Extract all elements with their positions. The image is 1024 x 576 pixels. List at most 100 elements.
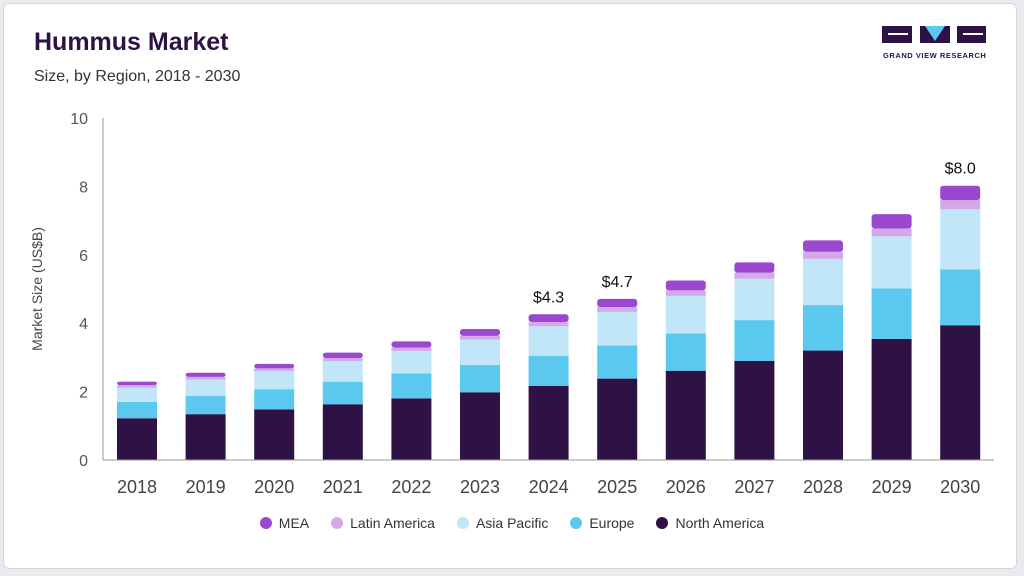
y-tick-label: 2 bbox=[79, 385, 88, 402]
x-tick-label: 2029 bbox=[872, 477, 912, 497]
bar-north-america-2027 bbox=[734, 360, 775, 460]
bar-latin-america-2024 bbox=[528, 322, 569, 327]
bar-mea-2027 bbox=[734, 262, 775, 273]
bar-europe-2027 bbox=[734, 320, 775, 361]
bar-mea-2028 bbox=[803, 240, 843, 252]
legend-swatch bbox=[656, 517, 669, 529]
bar-latin-america-2026 bbox=[665, 290, 706, 296]
logo-text: GRAND VIEW RESEARCH bbox=[883, 51, 987, 60]
bar-latin-america-2019 bbox=[185, 376, 226, 380]
legend-item-mea[interactable]: MEA bbox=[259, 515, 310, 531]
bar-latin-america-2030 bbox=[940, 200, 981, 210]
grand-view-research-logo bbox=[882, 26, 986, 43]
bar-asia-pacific-2020 bbox=[254, 371, 295, 390]
bar-north-america-2022 bbox=[391, 398, 432, 460]
bar-mea-2022 bbox=[391, 341, 432, 348]
legend-label: Latin America bbox=[350, 515, 435, 531]
x-tick-label: 2030 bbox=[940, 477, 980, 497]
legend-item-north-america[interactable]: North America bbox=[656, 515, 764, 531]
bar-latin-america-2020 bbox=[254, 368, 295, 372]
legend-swatch bbox=[331, 517, 344, 529]
annotations: $4.3 $4.7 $8.0 bbox=[533, 161, 976, 307]
bar-mea-2024 bbox=[528, 314, 569, 323]
bar-north-america-2024 bbox=[528, 385, 569, 460]
legend-item-latin-america[interactable]: Latin America bbox=[331, 515, 435, 531]
bar-mea-2019 bbox=[185, 372, 226, 377]
x-tick-label: 2023 bbox=[460, 477, 500, 497]
bar-stack-2022 bbox=[391, 341, 432, 460]
bar-mea-2018 bbox=[117, 381, 157, 386]
bar-stack-2018 bbox=[117, 381, 157, 460]
total-label-2024: $4.3 bbox=[533, 289, 564, 306]
bar-asia-pacific-2029 bbox=[871, 236, 912, 289]
bar-latin-america-2022 bbox=[391, 347, 432, 351]
y-tick-label: 0 bbox=[79, 453, 88, 470]
legend-item-europe[interactable]: Europe bbox=[570, 515, 634, 531]
bar-mea-2030 bbox=[940, 185, 981, 201]
y-tick-label: 8 bbox=[79, 179, 88, 196]
bar-europe-2022 bbox=[391, 373, 432, 399]
bar-north-america-2023 bbox=[460, 392, 500, 460]
bar-latin-america-2027 bbox=[734, 272, 775, 279]
x-tick-label: 2026 bbox=[666, 477, 706, 497]
bar-europe-2020 bbox=[254, 389, 295, 410]
bar-stack-2028 bbox=[803, 240, 843, 460]
bar-mea-2029 bbox=[871, 214, 912, 229]
bar-mea-2026 bbox=[665, 280, 706, 291]
y-axis: 0 2 4 6 8 10 bbox=[70, 111, 104, 470]
bar-europe-2026 bbox=[665, 333, 706, 371]
bar-asia-pacific-2024 bbox=[528, 326, 569, 356]
bar-stack-2024 bbox=[528, 314, 569, 460]
x-tick-label: 2021 bbox=[323, 477, 363, 497]
bar-stack-2027 bbox=[734, 262, 775, 460]
bar-stack-2030 bbox=[940, 185, 981, 460]
bar-asia-pacific-2021 bbox=[322, 361, 363, 382]
bar-north-america-2030 bbox=[940, 325, 981, 460]
y-axis-title: Market Size (US$B) bbox=[29, 227, 45, 351]
bar-europe-2025 bbox=[597, 345, 638, 379]
x-axis: 2018 2019 2020 2021 2022 2023 2024 2025 2026 2027… bbox=[103, 459, 994, 497]
bar-north-america-2020 bbox=[254, 409, 295, 460]
bar-asia-pacific-2019 bbox=[185, 379, 226, 396]
legend-label: Europe bbox=[589, 515, 635, 531]
bar-europe-2030 bbox=[940, 269, 981, 326]
bar-europe-2029 bbox=[871, 288, 912, 339]
chart-card: Hummus Market Size, by Region, 2018 - 20… bbox=[3, 3, 1017, 569]
chart-subtitle: Size, by Region, 2018 - 2030 bbox=[34, 68, 241, 85]
bar-europe-2023 bbox=[460, 364, 500, 393]
y-tick-label: 6 bbox=[79, 248, 88, 265]
x-tick-label: 2020 bbox=[254, 477, 294, 497]
bar-stack-2025 bbox=[597, 298, 638, 460]
x-tick-label: 2024 bbox=[529, 477, 569, 497]
bar-mea-2020 bbox=[254, 363, 295, 369]
legend-swatch bbox=[570, 517, 583, 529]
bars bbox=[117, 185, 981, 460]
legend-item-asia-pacific[interactable]: Asia Pacific bbox=[456, 515, 549, 531]
bar-asia-pacific-2027 bbox=[734, 278, 775, 321]
x-tick-label: 2018 bbox=[117, 477, 157, 497]
legend-label: Asia Pacific bbox=[475, 515, 549, 531]
x-tick-label: 2019 bbox=[186, 477, 226, 497]
bar-north-america-2025 bbox=[597, 378, 638, 460]
x-tick-label: 2027 bbox=[734, 477, 774, 497]
bar-stack-2021 bbox=[322, 352, 363, 460]
bar-north-america-2021 bbox=[322, 404, 363, 460]
bar-north-america-2018 bbox=[117, 418, 157, 460]
bar-europe-2018 bbox=[117, 401, 157, 419]
bar-latin-america-2023 bbox=[460, 335, 500, 340]
bar-latin-america-2025 bbox=[597, 307, 638, 312]
legend: MEA Latin America Asia Pacific Europe North … bbox=[0, 515, 1024, 531]
bar-asia-pacific-2018 bbox=[117, 387, 157, 402]
bar-asia-pacific-2030 bbox=[940, 209, 981, 270]
bar-north-america-2019 bbox=[185, 414, 226, 460]
bar-asia-pacific-2023 bbox=[460, 339, 500, 365]
legend-label: MEA bbox=[278, 515, 310, 531]
total-label-2030: $8.0 bbox=[945, 161, 976, 178]
bar-stack-2020 bbox=[254, 363, 295, 460]
legend-swatch bbox=[456, 517, 469, 529]
x-tick-label: 2022 bbox=[391, 477, 431, 497]
bar-europe-2028 bbox=[803, 305, 843, 351]
bar-mea-2025 bbox=[597, 298, 638, 308]
total-label-2025: $4.7 bbox=[602, 274, 633, 291]
